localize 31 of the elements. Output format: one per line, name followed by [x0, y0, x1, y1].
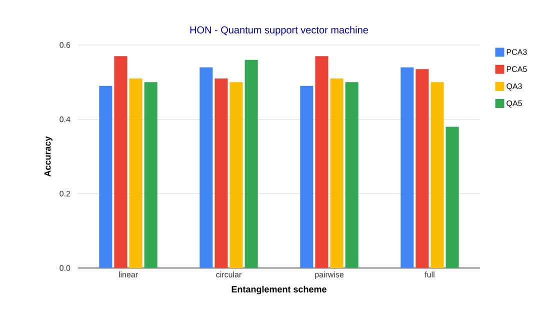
- bar: [200, 67, 213, 268]
- y-axis-title: Accuracy: [44, 136, 52, 177]
- bar: [446, 126, 459, 268]
- legend-label: PCA3: [506, 49, 527, 55]
- bar: [345, 82, 358, 268]
- x-tick-label: circular: [216, 272, 242, 278]
- legend-label: PCA5: [506, 66, 527, 72]
- bar: [244, 60, 258, 268]
- y-tick-label: 0.0: [60, 265, 70, 271]
- chart-title: HON - Quantum support vector machine: [190, 26, 368, 36]
- bar: [144, 82, 158, 268]
- x-tick-label: pairwise: [315, 272, 344, 279]
- bar: [300, 86, 314, 268]
- legend-label: QA3: [506, 83, 522, 90]
- bar: [430, 82, 444, 268]
- x-tick-label: linear: [119, 272, 138, 278]
- bar: [315, 56, 328, 268]
- x-tick-label: full: [424, 272, 434, 278]
- legend-label: QA5: [506, 100, 522, 108]
- bar: [230, 82, 243, 268]
- y-tick-label: 0.4: [60, 116, 70, 122]
- y-tick-label: 0.2: [60, 190, 70, 196]
- bar: [129, 78, 142, 268]
- bar: [214, 78, 228, 268]
- bar: [416, 69, 429, 268]
- bar: [99, 86, 112, 268]
- x-axis-title: Entanglement scheme: [232, 286, 326, 294]
- y-tick-label: 0.6: [60, 42, 70, 48]
- bar: [400, 67, 414, 268]
- bar: [114, 56, 128, 268]
- bar: [330, 78, 344, 268]
